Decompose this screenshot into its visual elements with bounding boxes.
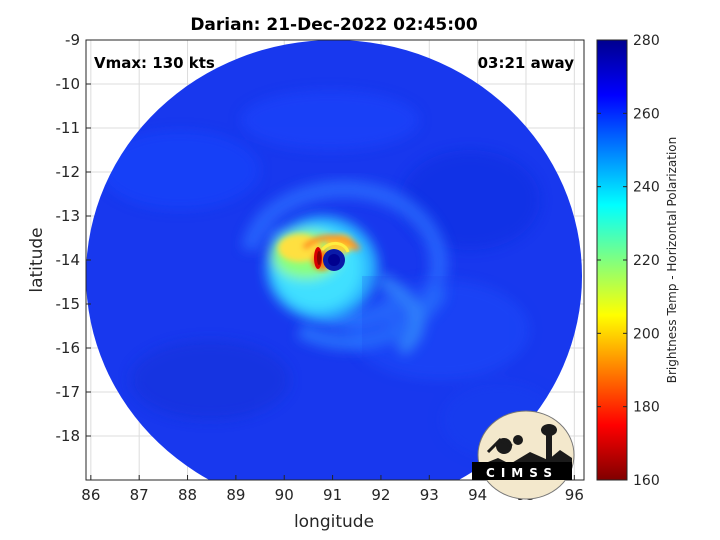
- colorbar-tick-label: 200: [633, 326, 660, 342]
- colorbar-label: Brightness Temp - Horizontal Polarizatio…: [665, 137, 679, 384]
- colorbar-tick-label: 260: [633, 106, 660, 122]
- x-tick-label: 92: [371, 486, 390, 504]
- colorbar-tick-label: 280: [633, 33, 660, 49]
- y-tick-label: -15: [56, 295, 81, 313]
- brightness-temp-swath: [86, 40, 582, 480]
- x-tick-label: 94: [468, 486, 487, 504]
- y-tick-label: -10: [56, 75, 81, 93]
- colorbar: [596, 39, 628, 481]
- y-tick-label: -14: [56, 251, 81, 269]
- colorbar-tick-label: 240: [633, 180, 660, 196]
- x-tick-label: 87: [130, 486, 149, 504]
- y-tick-label: -17: [56, 383, 81, 401]
- colorbar-tick-label: 180: [633, 400, 660, 416]
- y-axis-label: latitude: [27, 227, 47, 292]
- x-tick-label: 86: [81, 486, 100, 504]
- x-tick-label: 93: [420, 486, 439, 504]
- vmax-annotation: Vmax: 130 kts: [94, 54, 215, 72]
- x-tick-label: 96: [565, 486, 584, 504]
- y-tick-label: -13: [56, 207, 81, 225]
- y-tick-label: -18: [56, 427, 81, 445]
- y-axis: -9 -10 -11 -12 -13 -14 -15 -16 -17 -18: [56, 31, 91, 445]
- chart-title: Darian: 21-Dec-2022 02:45:00: [190, 15, 478, 35]
- x-tick-label: 89: [226, 486, 245, 504]
- y-tick-label: -9: [65, 31, 80, 49]
- x-axis: 8687888990919293949596: [81, 475, 584, 504]
- colorbar-tick-label: 160: [633, 473, 660, 489]
- x-tick-label: 91: [323, 486, 342, 504]
- x-tick-label: 90: [275, 486, 294, 504]
- time-offset-annotation: 03:21 away: [478, 54, 575, 72]
- logo-text: CIMSS: [486, 466, 558, 480]
- y-tick-label: -11: [56, 119, 81, 137]
- y-tick-label: -16: [56, 339, 81, 357]
- colorbar-tick-label: 220: [633, 253, 660, 269]
- colorbar-ticks: 160 180 200 220 240 260 280: [597, 33, 660, 489]
- x-tick-label: 88: [178, 486, 197, 504]
- cimss-logo: CIMSS: [472, 410, 575, 500]
- y-tick-label: -12: [56, 163, 81, 181]
- x-axis-label: longitude: [294, 512, 374, 532]
